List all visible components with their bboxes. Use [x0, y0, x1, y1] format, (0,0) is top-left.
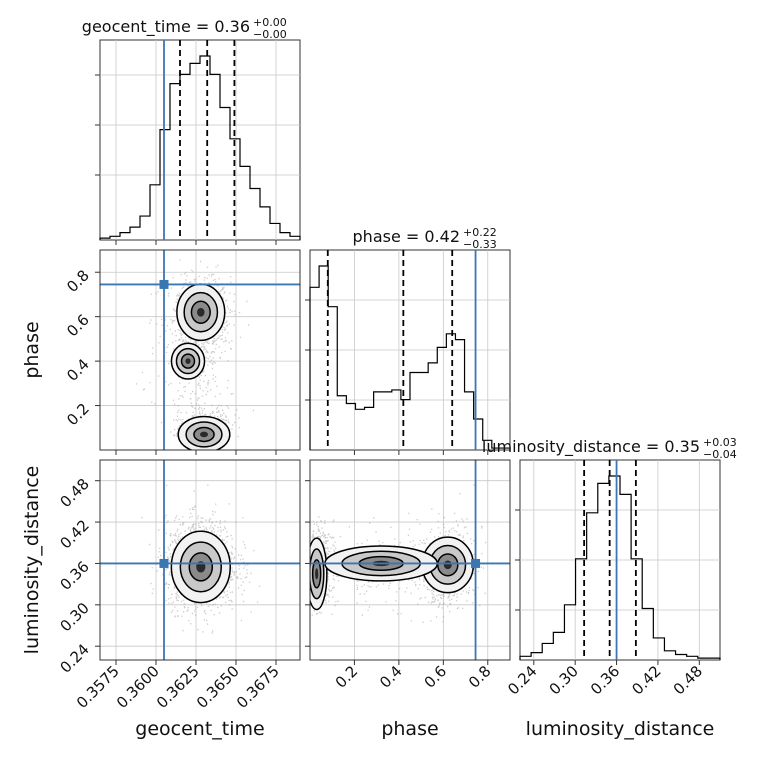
diag-panel-luminosity_distance: luminosity_distance = 0.35 +0.03−0.04 — [482, 436, 737, 661]
title-luminosity_distance: luminosity_distance = 0.35 — [482, 437, 700, 457]
panel-frame — [309, 459, 511, 661]
contour-0-2 — [188, 552, 214, 582]
x-tick-label: 0.3600 — [113, 662, 163, 712]
title-sup-geocent_time: +0.00 — [253, 16, 287, 29]
panel-frame — [99, 459, 301, 661]
title-phase: phase = 0.42 — [353, 227, 460, 246]
y-tick-label: 0.42 — [56, 516, 92, 552]
panel-content — [310, 460, 510, 660]
panel-content — [100, 250, 300, 450]
y-axis-label-phase: phase — [21, 321, 43, 378]
x-axis-label-luminosity_distance: luminosity_distance — [526, 718, 715, 740]
y-tick-label: 0.6 — [63, 311, 93, 341]
title-sub-luminosity_distance: −0.04 — [703, 448, 737, 461]
panel-frame — [99, 249, 301, 451]
x-tick-label: 0.6 — [421, 662, 451, 692]
contour-2-0 — [170, 342, 206, 380]
x-tick-label: 0.48 — [670, 662, 706, 698]
contour-1-0 — [177, 415, 231, 450]
contour-2-2 — [180, 353, 196, 369]
contour-1-2 — [193, 426, 215, 443]
truth-marker — [159, 279, 169, 289]
contour-2-1 — [175, 347, 201, 375]
contour-0-1 — [310, 548, 325, 600]
density-fill — [199, 431, 209, 438]
contour-0-2 — [190, 300, 211, 324]
x-tick-label: 0.3675 — [233, 662, 283, 712]
y-tick-label: 0.4 — [63, 355, 93, 385]
y-tick-label: 0.2 — [63, 400, 93, 430]
y-tick-label: 0.24 — [56, 640, 92, 676]
histogram-luminosity_distance — [519, 475, 721, 660]
contour-1-1 — [185, 421, 223, 448]
diag-panel-phase: phase = 0.42 +0.22−0.33 — [305, 226, 511, 451]
title-sub-phase: −0.33 — [463, 238, 497, 251]
title-geocent_time: geocent_time = 0.36 — [82, 17, 250, 37]
contour-0-1 — [183, 291, 219, 333]
truth-marker — [159, 558, 169, 568]
panel-geocent_time-phase — [99, 249, 301, 451]
contour-0-2 — [311, 559, 322, 589]
title-sup-phase: +0.22 — [463, 226, 497, 239]
y-tick-label: 0.36 — [56, 558, 92, 594]
density-fill — [185, 358, 191, 364]
title-sup-luminosity_distance: +0.03 — [703, 436, 737, 449]
x-tick-label: 0.42 — [628, 662, 664, 698]
x-tick-label: 0.3625 — [153, 662, 203, 712]
y-tick-label: 0.8 — [63, 266, 93, 296]
contour-0-0 — [310, 537, 328, 611]
panel-phase-luminosity_distance — [309, 459, 511, 661]
density-fill — [443, 560, 452, 570]
x-tick-label: 0.24 — [504, 662, 540, 698]
histogram-geocent_time — [99, 55, 301, 240]
x-tick-label: 0.4 — [376, 662, 406, 692]
density-fill — [315, 568, 319, 580]
x-tick-label: 0.30 — [546, 662, 582, 698]
panel-geocent_time-luminosity_distance — [99, 459, 301, 661]
x-tick-label: 0.8 — [465, 662, 495, 692]
panel-content — [100, 460, 300, 660]
x-tick-label: 0.2 — [332, 662, 362, 692]
histogram-phase — [309, 265, 511, 450]
title-sub-geocent_time: −0.00 — [253, 28, 287, 41]
contour-0-1 — [179, 541, 223, 593]
y-axis-label-luminosity_distance: luminosity_distance — [21, 466, 43, 655]
x-axis-label-geocent_time: geocent_time — [135, 718, 264, 740]
density-fill — [197, 307, 205, 317]
y-tick-label: 0.48 — [56, 475, 92, 511]
x-tick-label: 0.3650 — [193, 662, 243, 712]
x-tick-label: 0.36 — [587, 662, 623, 698]
contour-0-0 — [170, 530, 231, 604]
scatter-points — [136, 259, 254, 438]
x-tick-label: 0.3575 — [73, 662, 123, 712]
truth-marker — [471, 558, 481, 568]
y-tick-label: 0.30 — [56, 599, 92, 635]
x-axis-label-phase: phase — [381, 718, 438, 740]
diag-panel-geocent_time: geocent_time = 0.36 +0.00−0.00 — [82, 16, 301, 241]
